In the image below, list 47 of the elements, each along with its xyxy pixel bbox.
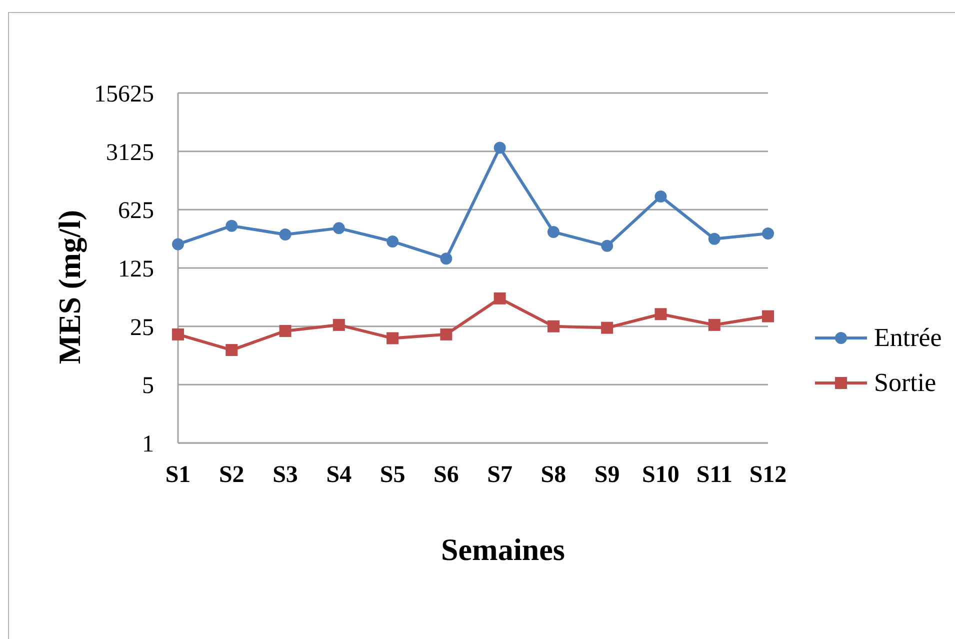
x-tick-label: S2	[218, 462, 244, 488]
x-tick-label: S3	[272, 462, 298, 488]
x-tick-label: S9	[594, 462, 620, 488]
legend-label: Entrée	[874, 323, 942, 354]
x-tick-label: S11	[696, 462, 732, 488]
point	[654, 308, 667, 320]
x-tick-label: S12	[749, 462, 787, 488]
point	[494, 142, 506, 154]
point	[386, 235, 399, 248]
y-tick-label: 5	[142, 373, 154, 400]
point	[708, 232, 720, 245]
legend-label: Sortie	[874, 368, 936, 398]
point	[601, 240, 614, 252]
point	[386, 332, 399, 344]
point	[494, 292, 506, 304]
x-tick-label: S1	[165, 462, 191, 488]
point	[226, 220, 238, 232]
point	[279, 324, 292, 337]
y-axis-title: MES (mg/l)	[52, 210, 88, 364]
point	[172, 328, 184, 340]
x-tick-label: S6	[434, 462, 459, 488]
point	[440, 328, 452, 340]
point	[279, 228, 292, 240]
x-tick-label: S8	[540, 462, 566, 488]
point	[332, 318, 345, 331]
point	[762, 227, 774, 240]
point	[172, 238, 184, 250]
y-tick-label: 1	[142, 432, 154, 458]
point	[601, 322, 614, 334]
x-tick-label: S10	[642, 462, 680, 488]
y-tick-label: 3125	[106, 140, 154, 166]
y-tick-label: 25	[130, 314, 154, 341]
x-tick-label: S4	[326, 462, 352, 488]
x-tick-label: S7	[487, 462, 512, 488]
point	[440, 252, 452, 265]
point	[226, 344, 238, 356]
point	[708, 318, 720, 331]
x-axis-title: Semaines	[441, 532, 565, 568]
point	[654, 190, 667, 202]
point	[762, 310, 774, 322]
point	[547, 226, 560, 238]
point	[547, 320, 560, 332]
y-tick-label: 15625	[94, 82, 154, 108]
point	[332, 222, 345, 234]
y-tick-label: 125	[118, 256, 154, 283]
y-tick-label: 625	[118, 198, 154, 224]
x-tick-label: S5	[380, 462, 406, 488]
